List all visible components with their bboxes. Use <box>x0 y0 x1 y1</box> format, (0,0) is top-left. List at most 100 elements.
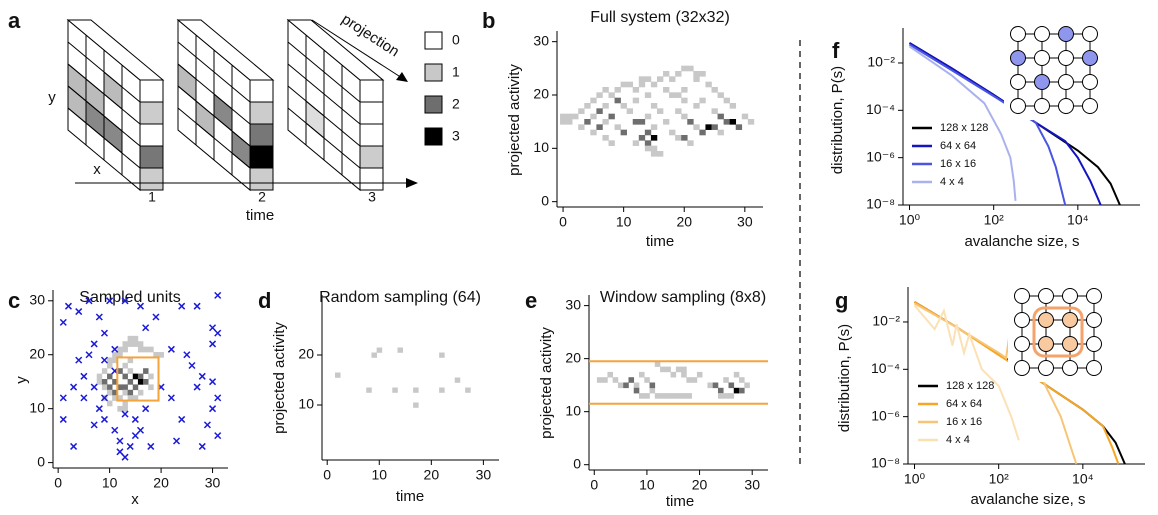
cell <box>644 393 650 399</box>
lattice-node <box>1038 312 1054 328</box>
sample-point <box>111 426 119 434</box>
lattice-node <box>1082 50 1098 66</box>
x-tick-label: 20 <box>692 477 708 493</box>
cell <box>717 387 724 394</box>
cell <box>602 135 609 141</box>
lattice-node <box>1034 98 1050 114</box>
frame-front <box>249 145 274 169</box>
frame-grid <box>67 107 141 169</box>
frame-grid <box>177 63 251 125</box>
cell <box>117 352 123 358</box>
lattice-node <box>1038 360 1054 376</box>
cell <box>686 393 692 399</box>
cell <box>650 124 658 130</box>
cell <box>650 135 658 141</box>
cell <box>366 387 372 393</box>
cell <box>733 387 740 394</box>
cell <box>687 140 694 146</box>
cell <box>335 372 341 378</box>
legend-label: 2 <box>452 96 460 112</box>
cell <box>741 113 749 120</box>
sample-point <box>198 442 206 450</box>
y-tick-label: 10⁻⁴ <box>871 360 900 376</box>
cell <box>122 405 128 412</box>
sample-point <box>214 291 222 299</box>
cell <box>681 393 687 399</box>
sample-point <box>214 329 222 337</box>
cell <box>638 135 646 141</box>
cell <box>137 341 144 347</box>
cell <box>707 382 714 389</box>
cell <box>650 145 658 152</box>
cell <box>747 119 755 125</box>
cell <box>413 402 419 408</box>
lattice-node <box>1014 312 1030 328</box>
sample-point <box>116 448 124 456</box>
cell <box>693 71 700 77</box>
cell <box>675 393 682 399</box>
x-tick-label: 10 <box>102 475 118 491</box>
cell <box>607 371 613 378</box>
y-tick-label: 10 <box>298 396 314 412</box>
cell <box>596 377 603 383</box>
lattice-node <box>1062 336 1078 352</box>
cell <box>397 347 403 353</box>
cell <box>112 357 118 364</box>
cell <box>112 389 118 396</box>
cell <box>670 371 677 378</box>
projection-arrow <box>311 19 403 79</box>
x-tick-label: 10² <box>984 212 1005 228</box>
cell <box>101 368 108 374</box>
cell <box>717 113 724 120</box>
frame-grid <box>67 85 141 147</box>
cell <box>650 151 658 157</box>
cell <box>107 373 113 380</box>
cell <box>122 346 128 353</box>
legend-label: 64 x 64 <box>940 140 976 152</box>
y-tick-label: 10⁻⁸ <box>871 455 900 471</box>
lattice-node <box>1086 336 1102 352</box>
sample-point <box>59 318 67 326</box>
frame-front <box>139 79 164 103</box>
lattice-node <box>1010 74 1026 90</box>
sample-point <box>75 308 83 316</box>
lattice-node <box>1034 50 1050 66</box>
cell <box>112 352 118 358</box>
panel-label: a <box>8 8 21 33</box>
x-tick-label: 0 <box>54 475 62 491</box>
cell <box>122 400 128 407</box>
sample-point <box>100 356 109 364</box>
cell <box>712 382 719 389</box>
sample-point <box>85 297 93 305</box>
cell <box>717 393 724 399</box>
cell <box>596 108 603 114</box>
y-axis-label: distribution, P(s) <box>836 324 853 432</box>
frame-grid <box>287 63 361 125</box>
y-tick-label: 0 <box>37 453 45 469</box>
cell <box>699 97 706 104</box>
x-axis-label: time <box>396 488 424 505</box>
sample-point <box>167 345 175 353</box>
x-tick-label: 30 <box>737 214 753 230</box>
cell <box>735 124 743 130</box>
cell <box>596 124 603 130</box>
sample-point <box>131 432 139 440</box>
sample-point <box>70 383 78 391</box>
cell <box>617 382 624 389</box>
cell <box>143 346 149 353</box>
cell <box>127 357 134 364</box>
cell <box>623 382 629 389</box>
cell <box>729 103 737 109</box>
legend-swatch <box>424 95 443 114</box>
frame-label: 2 <box>258 189 266 205</box>
cell <box>644 76 652 82</box>
cell <box>705 124 712 130</box>
arrow-head <box>396 72 408 82</box>
cell <box>560 113 567 120</box>
cell <box>608 92 615 98</box>
frame-front <box>359 167 384 191</box>
sample-point <box>90 340 98 348</box>
sample-point <box>121 297 129 305</box>
lattice-node <box>1010 26 1026 42</box>
